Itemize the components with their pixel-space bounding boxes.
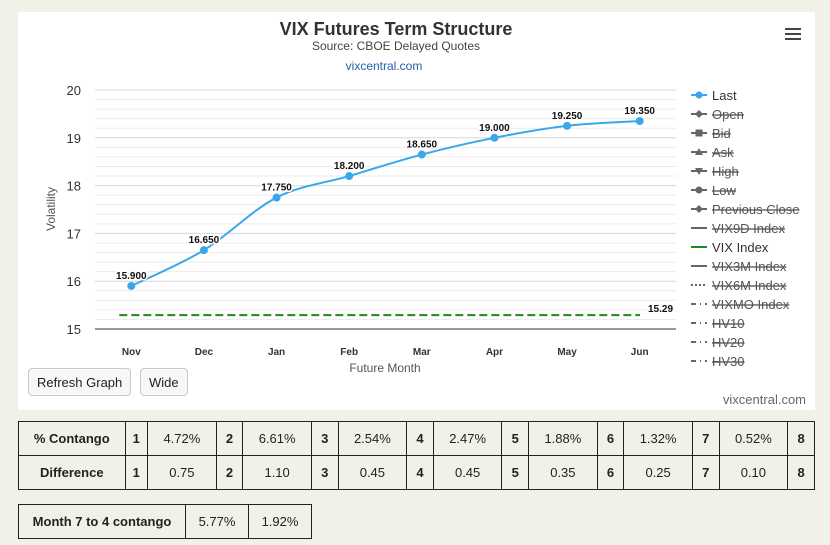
x-tick-label: Nov <box>122 347 141 358</box>
month-index: 4 <box>406 455 434 490</box>
data-label: 18.200 <box>334 161 365 172</box>
refresh-graph-button[interactable]: Refresh Graph <box>28 368 132 396</box>
y-tick-label: 18 <box>67 179 81 194</box>
table-cell: 0.10 <box>718 455 789 490</box>
data-label: 18.650 <box>407 140 438 151</box>
legend-item[interactable]: Last <box>712 88 737 103</box>
y-tick-label: 15 <box>67 322 81 337</box>
data-label: 16.650 <box>189 235 220 246</box>
table-cell: 4.72% <box>147 421 217 456</box>
legend-symbol <box>695 110 703 118</box>
month-index: 5 <box>501 421 530 456</box>
month-index: 1 <box>124 455 149 490</box>
table-cell: 0.35 <box>528 455 598 490</box>
last-data-point <box>563 121 572 130</box>
last-data-point <box>345 172 354 181</box>
last-data-point <box>635 117 644 126</box>
month-index: 3 <box>310 421 339 456</box>
table-cell: 0.45 <box>337 455 408 490</box>
x-tick-label: Jun <box>631 347 649 358</box>
x-axis-label: Future Month <box>349 361 420 375</box>
legend-symbol <box>695 91 703 99</box>
source-link[interactable]: vixcentral.com <box>346 59 423 73</box>
last-data-point <box>272 193 281 202</box>
contango-table: % Contango 1 4.72% 2 6.61% 3 2.54% 4 2.47% 5 1.88%… <box>18 421 815 490</box>
table-cell: 0.52% <box>718 421 789 456</box>
month-index: 4 <box>406 421 434 456</box>
y-tick-label: 16 <box>67 274 81 289</box>
table-cell: 2.54% <box>337 421 408 456</box>
month-index: 7 <box>691 455 720 490</box>
row-label: % Contango <box>18 421 126 456</box>
month-7-to-4-value: 5.77% <box>185 504 249 539</box>
table-cell: 1.88% <box>528 421 598 456</box>
data-label: 17.750 <box>261 183 292 194</box>
x-tick-label: Dec <box>195 347 214 358</box>
legend-symbol <box>695 168 703 175</box>
month-index: 2 <box>215 455 244 490</box>
last-series-line <box>130 120 640 287</box>
table-row: % Contango 1 4.72% 2 6.61% 3 2.54% 4 2.47% 5 1.88%… <box>18 421 815 456</box>
chart-credit[interactable]: vixcentral.com <box>722 392 806 407</box>
row-label: Difference <box>18 455 126 490</box>
x-tick-label: May <box>557 347 577 358</box>
y-axis-label: Volatility <box>44 187 58 231</box>
table-cell: 0.25 <box>623 455 693 490</box>
month-7-to-4-label: Month 7 to 4 contango <box>18 504 186 539</box>
last-data-point <box>490 133 499 142</box>
month-7-to-4-table: Month 7 to 4 contango 5.77% 1.92% <box>18 504 312 539</box>
table-cell: 2.47% <box>432 421 503 456</box>
wide-button[interactable]: Wide <box>140 368 188 396</box>
x-tick-label: Feb <box>340 347 358 358</box>
last-data-point <box>199 246 208 255</box>
month-index: 5 <box>501 455 530 490</box>
table-cell: 0.45 <box>432 455 503 490</box>
table-cell: 1.32% <box>623 421 693 456</box>
month-index: 8 <box>787 421 815 456</box>
table-cell: 0.75 <box>147 455 217 490</box>
month-index: 1 <box>124 421 149 456</box>
month-index: 8 <box>787 455 815 490</box>
table-cell: 1.10 <box>242 455 312 490</box>
legend-symbol <box>695 205 703 213</box>
y-tick-label: 17 <box>67 226 81 241</box>
legend-symbol <box>695 129 703 137</box>
month-7-to-4-average: 1.92% <box>248 504 312 539</box>
month-index: 6 <box>596 421 625 456</box>
data-label: 15.900 <box>116 271 147 282</box>
y-tick-label: 20 <box>67 83 81 98</box>
month-index: 3 <box>310 455 339 490</box>
chart-panel: VIX Futures Term Structure Source: CBOE D… <box>18 12 815 410</box>
table-row: Difference 1 0.75 2 1.10 3 0.45 4 0.45 5 0.35 6 0.25… <box>18 455 815 490</box>
last-data-point <box>417 150 426 159</box>
data-label: 19.250 <box>552 111 583 122</box>
chart-subtitle: Source: CBOE Delayed Quotes <box>312 39 480 53</box>
hamburger-menu-icon[interactable] <box>785 28 801 42</box>
month-index: 2 <box>215 421 244 456</box>
month-index: 7 <box>691 421 720 456</box>
chart-title: VIX Futures Term Structure <box>280 19 513 39</box>
data-label: 19.000 <box>479 123 510 134</box>
x-tick-label: Mar <box>413 347 431 358</box>
last-data-point <box>127 281 136 290</box>
vix-index-label: 15.29 <box>648 304 673 315</box>
legend-symbol <box>695 186 703 194</box>
month-index: 6 <box>596 455 625 490</box>
legend-item[interactable]: VIX Index <box>712 240 769 255</box>
table-cell: 6.61% <box>242 421 312 456</box>
y-tick-label: 19 <box>67 131 81 146</box>
x-tick-label: Jan <box>268 347 285 358</box>
data-label: 19.350 <box>624 106 655 117</box>
x-tick-label: Apr <box>486 347 503 358</box>
legend-symbol <box>695 148 703 155</box>
